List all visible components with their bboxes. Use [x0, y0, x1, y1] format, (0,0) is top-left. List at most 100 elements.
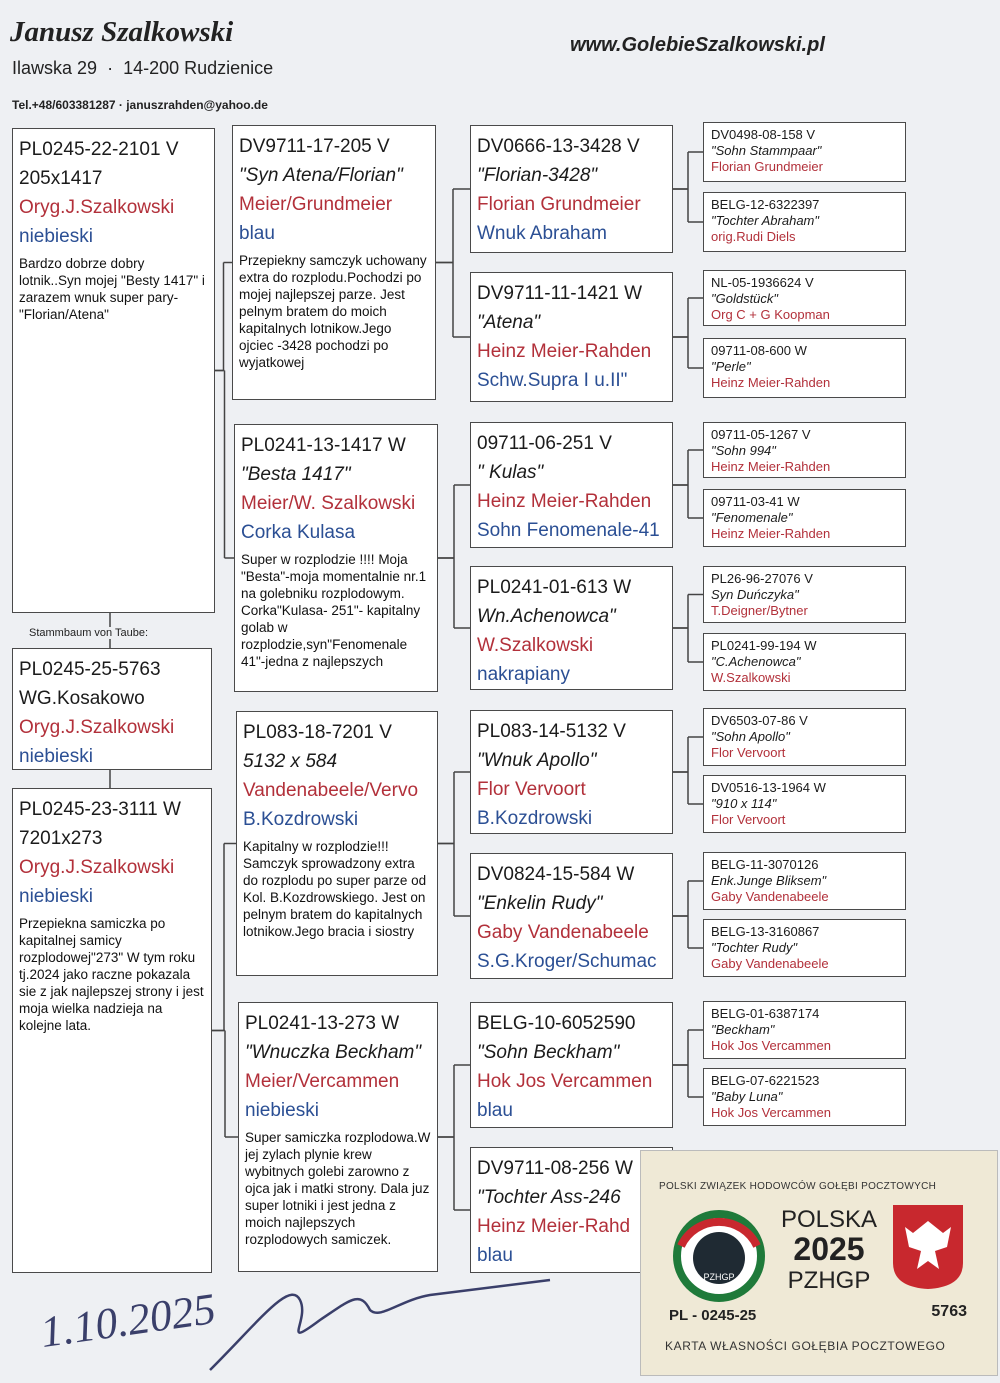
- pigeon-name: Enk.Junge Bliksem": [711, 873, 827, 888]
- ring-number: PL0245-23-3111 W: [19, 799, 181, 820]
- pedigree-box: DV0498-08-158 V "Sohn Stammpaar" Florian G…: [703, 122, 906, 182]
- pigeon-name: "910 x 114": [711, 796, 777, 811]
- ring-number: NL-05-1936624 V: [711, 275, 814, 290]
- ring-number: DV0824-15-584 W: [477, 864, 635, 885]
- breeder: Gaby Vandenabeele: [711, 889, 829, 904]
- pedigree-box: DV9711-08-256 W "Tochter Ass-246 Heinz Mei…: [470, 1147, 673, 1273]
- breeder: Oryg.J.Szalkowski: [19, 857, 175, 878]
- pigeon-name: "Florian-3428": [477, 165, 598, 186]
- pigeon-name: "Sohn Stammpaar": [711, 143, 822, 158]
- breeder: Heinz Meier-Rahden: [711, 459, 831, 474]
- pedigree-box: 09711-06-251 V " Kulas" Heinz Meier-Rahden…: [470, 422, 673, 548]
- breeder: Gaby Vandenabeele: [711, 956, 829, 971]
- pedigree-box: BELG-11-3070126 Enk.Junge Bliksem" Gaby Va…: [703, 852, 906, 910]
- breeder: Oryg.J.Szalkowski: [19, 197, 175, 218]
- pigeon-name: 7201x273: [19, 828, 103, 849]
- city: 14-200 Rudzienice: [123, 58, 274, 78]
- pedigree-box: BELG-07-6221523 "Baby Luna" Hok Jos Vercam…: [703, 1068, 906, 1126]
- ring-number: PL0241-13-1417 W: [241, 435, 406, 456]
- pedigree-box: BELG-01-6387174 "Beckham" Hok Jos Vercamme…: [703, 1001, 906, 1059]
- pedigree-box: BELG-12-6322397 "Tochter Abraham" orig.Rud…: [703, 192, 906, 252]
- ring-number: PL0245-22-2101 V: [19, 139, 179, 160]
- street: Ilawska 29: [12, 58, 98, 78]
- card-logo-text: PZHGP: [703, 1272, 734, 1282]
- breeder: W.Szalkowski: [477, 635, 594, 656]
- note: Przepiekny samczyk uchowany extra do roz…: [239, 253, 427, 370]
- breeder: Org C + G Koopman: [711, 307, 830, 322]
- breeder: Heinz Meier-Rahden: [711, 526, 831, 541]
- website: www.GolebieSzalkowski.pl: [570, 34, 825, 56]
- ring-number: PL0241-13-273 W: [245, 1013, 400, 1034]
- note: Bardzo dobrze dobry lotnik..Syn mojej "B…: [19, 256, 205, 322]
- pigeon-name: 5132 x 584: [243, 751, 338, 772]
- pedigree-box: 09711-08-600 W "Perle" Heinz Meier-Rahden: [703, 338, 906, 398]
- color: niebieski: [19, 226, 93, 247]
- pigeon-name: "Wnuczka Beckham": [245, 1042, 422, 1063]
- pigeon-name: " Kulas": [477, 462, 544, 483]
- note: Super w rozplodzie !!!! Moja "Besta"-moj…: [241, 552, 427, 669]
- address: Ilawska 29 · 14-200 Rudzienice: [12, 58, 273, 79]
- card-org: PZHGP: [787, 1267, 871, 1294]
- breeder: Heinz Meier-Rahden: [477, 491, 652, 512]
- card-country: POLSKA: [780, 1206, 878, 1233]
- pigeon-name: "Wnuk Apollo": [477, 750, 597, 771]
- pigeon-name: 205x1417: [19, 168, 103, 189]
- pigeon-name: Wn.Achenowca": [477, 606, 616, 627]
- ring-number: BELG-01-6387174: [711, 1006, 820, 1021]
- pigeon-name: "Tochter Ass-246: [477, 1187, 621, 1208]
- breeder: Florian Grundmeier: [477, 194, 641, 215]
- card-number: 5763: [931, 1303, 967, 1320]
- breeder: Meier/Grundmeier: [239, 194, 393, 215]
- separator: ·: [107, 58, 114, 78]
- breeder: Heinz Meier-Rahden: [477, 341, 652, 362]
- card-logo: PZHGP: [673, 1210, 765, 1302]
- pedigree-box: PL083-18-7201 V 5132 x 584 Vandenabeele/Ve…: [236, 711, 438, 976]
- breeder: Flor Vervoort: [711, 745, 786, 760]
- pedigree-box: PL0241-13-273 W "Wnuczka Beckham" Meier/Ve…: [238, 1002, 438, 1272]
- pigeon-name: "Atena": [477, 312, 541, 333]
- color: Schw.Supra I u.II": [477, 370, 628, 391]
- breeder: Gaby Vandenabeele: [477, 922, 649, 943]
- color: niebieski: [245, 1100, 319, 1121]
- ring-number: PL083-14-5132 V: [477, 721, 626, 742]
- color: blau: [477, 1100, 513, 1121]
- pedigree-box: PL083-14-5132 V "Wnuk Apollo" Flor Vervoor…: [470, 710, 673, 834]
- pigeon-name: Syn Duńczyka": [711, 587, 799, 602]
- pedigree-box: PL0245-23-3111 W 7201x273 Oryg.J.Szalkowsk…: [12, 788, 212, 1273]
- color: blau: [239, 223, 275, 244]
- pigeon-name: "Sohn 994": [711, 443, 776, 458]
- ring-number: PL26-96-27076 V: [711, 571, 813, 586]
- breeder: T.Deigner/Bytner: [711, 603, 808, 618]
- breeder: Flor Vervoort: [477, 779, 586, 800]
- pedigree-box: PL0241-99-194 W "C.Achenowca" W.Szalkowski: [703, 633, 906, 691]
- pedigree-box: NL-05-1936624 V "Goldstück" Org C + G Koop…: [703, 270, 906, 326]
- card-ring: PL - 0245-25: [669, 1307, 757, 1324]
- breeder: Heinz Meier-Rahd: [477, 1216, 631, 1237]
- ring-number: DV6503-07-86 V: [711, 713, 808, 728]
- ring-number: 09711-08-600 W: [711, 343, 807, 358]
- ring-number: 09711-03-41 W: [711, 494, 800, 509]
- ring-number: PL083-18-7201 V: [243, 722, 392, 743]
- pigeon-name: "Syn Atena/Florian": [239, 165, 403, 186]
- pigeon-name: "Fenomenale": [711, 510, 793, 525]
- pedigree-box: PL0245-25-5763 WG.Kosakowo Oryg.J.Szalkows…: [12, 648, 212, 770]
- ring-number: 09711-05-1267 V: [711, 427, 811, 442]
- ring-number: 09711-06-251 V: [477, 433, 612, 454]
- color: niebieski: [19, 886, 93, 907]
- color: Sohn Fenomenale-41: [477, 520, 660, 541]
- pedigree-box: PL26-96-27076 V Syn Duńczyka" T.Deigner/By…: [703, 566, 906, 623]
- pedigree-box: DV0516-13-1964 W "910 x 114" Flor Vervoort: [703, 775, 906, 833]
- pedigree-box: 09711-05-1267 V "Sohn 994" Heinz Meier-Rah…: [703, 422, 906, 478]
- pigeon-name: "Tochter Rudy": [711, 940, 798, 955]
- color: blau: [477, 1245, 513, 1266]
- pedigree-box: DV9711-11-1421 W "Atena" Heinz Meier-Rahde…: [470, 272, 673, 402]
- breeder: W.Szalkowski: [711, 670, 791, 685]
- ring-number: PL0245-25-5763: [19, 659, 161, 680]
- card-year: 2025: [793, 1231, 865, 1267]
- note: Super samiczka rozplodowa.W jej zylach p…: [245, 1130, 431, 1247]
- color: B.Kozdrowski: [477, 808, 593, 829]
- ring-number: BELG-11-3070126: [711, 857, 819, 872]
- ring-number: DV9711-08-256 W: [477, 1158, 633, 1179]
- breeder: Hok Jos Vercammen: [711, 1038, 831, 1053]
